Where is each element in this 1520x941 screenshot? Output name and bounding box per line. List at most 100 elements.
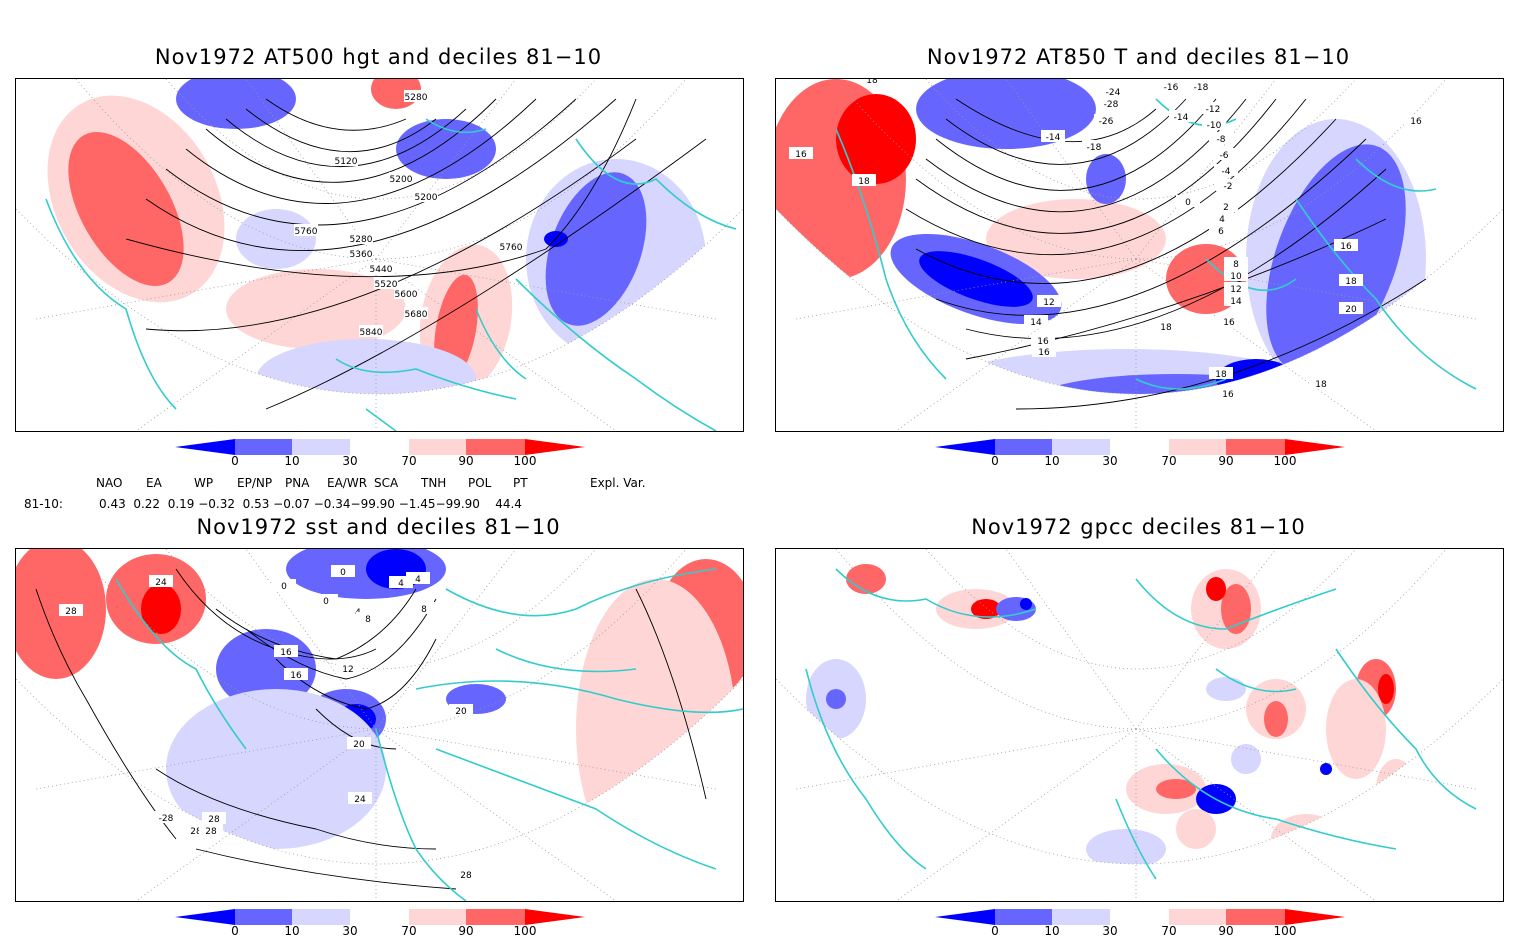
decile-anomaly-region	[1266, 144, 1406, 374]
contour-label: 0	[340, 568, 346, 578]
contour-label: 5280	[405, 93, 428, 103]
contour-label: -14	[1046, 133, 1061, 143]
teleconnection-header: PT	[513, 476, 528, 490]
colorbar-tick-label: 0	[231, 454, 239, 468]
contour-label-bg	[394, 287, 418, 299]
decile-anomaly-region	[1206, 577, 1226, 601]
colorbar-swatch	[1052, 909, 1110, 925]
contour-label: 16	[1223, 318, 1235, 328]
contour-label: -26	[1099, 117, 1114, 127]
contour-label: 5760	[295, 227, 318, 237]
contour-label-bg	[1224, 269, 1248, 281]
contour-label-bg	[356, 612, 380, 624]
contour-label: 5840	[360, 328, 383, 338]
map-outside-area	[776, 209, 1503, 431]
contour-label: 28	[205, 827, 217, 837]
contour-line	[945, 98, 1187, 165]
contour-line	[265, 138, 707, 410]
decile-anomaly-region	[166, 689, 386, 849]
coastline	[1335, 648, 1477, 810]
decile-anomaly-region	[1206, 677, 1246, 701]
contour-label: 16	[280, 648, 292, 658]
colorbar-swatch	[995, 439, 1052, 455]
colorbar-swatch	[466, 909, 525, 925]
contour-label-bg	[1082, 140, 1106, 152]
colorbar-swatch	[292, 909, 350, 925]
coastline	[1155, 98, 1237, 127]
contour-label-bg	[1209, 367, 1233, 379]
contour-label: 2	[1223, 203, 1229, 213]
contour-label: 5440	[370, 265, 393, 275]
decile-anomaly-region	[836, 94, 916, 184]
teleconnection-header: Expl. Var.	[590, 476, 646, 490]
contour-label-bg	[1214, 164, 1238, 176]
colorbar-tick-label: 0	[991, 924, 999, 938]
contour-label-bg	[334, 154, 358, 166]
colorbar-swatch	[525, 909, 585, 925]
contour-label-bg	[1169, 110, 1193, 122]
contour-label: 18	[858, 177, 870, 187]
colorbar-tick-label: 30	[342, 454, 358, 468]
contour-label-bg	[1041, 130, 1065, 142]
contour-label: 16	[1037, 337, 1049, 347]
contour-label-bg	[1216, 387, 1240, 399]
contour-label-bg	[1404, 114, 1428, 126]
decile-anomaly-region	[1378, 674, 1394, 704]
colorbar-swatch	[1169, 909, 1226, 925]
colorbar-swatch	[175, 439, 235, 455]
colorbar-tick-label: 100	[1273, 454, 1297, 468]
contour-label-bg	[1224, 294, 1248, 306]
contour-label-bg	[149, 575, 173, 587]
contour-line	[35, 588, 177, 840]
contour-label: 12	[1043, 298, 1054, 308]
contour-label-bg	[404, 90, 428, 102]
contour-label: 20	[1345, 305, 1357, 315]
contour-label: 18	[1315, 380, 1327, 390]
contour-label: 5760	[500, 243, 523, 253]
contour-label-bg	[1202, 118, 1226, 130]
colorbar-swatch	[1285, 909, 1345, 925]
teleconnection-header: TNH	[421, 476, 447, 490]
contour-label-bg	[349, 232, 373, 244]
colorbar-t850: 0 10 30 70 90 100	[935, 439, 1345, 471]
decile-anomaly-region	[919, 251, 1033, 307]
decile-anomaly-region	[545, 172, 647, 326]
coastline	[495, 648, 637, 673]
decile-anomaly-region	[1264, 701, 1288, 737]
colorbar-swatch	[1285, 439, 1345, 455]
colorbar-gpcc: 0 10 30 70 90 100	[935, 909, 1345, 941]
coastline	[1115, 798, 1157, 880]
contour-label: 0	[281, 582, 287, 592]
contour-label: 8	[421, 605, 427, 615]
contour-label: 24	[354, 795, 366, 805]
contour-label-bg	[1031, 334, 1055, 346]
contour-line	[925, 98, 1247, 213]
contour-label-bg	[1224, 282, 1248, 294]
contour-label: 5680	[405, 310, 428, 320]
contour-line	[965, 168, 1387, 339]
coastline	[515, 278, 717, 431]
contour-line	[245, 108, 437, 153]
contour-label-bg	[1209, 132, 1233, 144]
contour-label: 12	[342, 665, 353, 675]
contour-label-bg	[852, 174, 876, 186]
contour-label-bg	[1212, 148, 1236, 160]
contour-label-bg	[294, 224, 318, 236]
contour-label-bg	[414, 190, 438, 202]
contour-label: 8	[365, 615, 371, 625]
contour-label-bg	[374, 277, 398, 289]
contour-label: 5600	[395, 290, 418, 300]
contour-label: -10	[1207, 121, 1222, 131]
contour-label-bg	[154, 811, 178, 823]
panel-title-gpcc: Nov1972 gpcc deciles 81−10	[971, 515, 1306, 539]
contour-label: -12	[1206, 105, 1221, 115]
contour-line	[915, 118, 1337, 284]
contour-line	[225, 108, 467, 167]
colorbar-tick-label: 70	[1161, 924, 1177, 938]
colorbar-swatch	[1110, 439, 1169, 455]
contour-label-bg	[389, 576, 413, 588]
contour-label-bg	[454, 868, 478, 880]
colorbar-swatch	[409, 909, 466, 925]
colorbar-tick-label: 70	[401, 924, 417, 938]
